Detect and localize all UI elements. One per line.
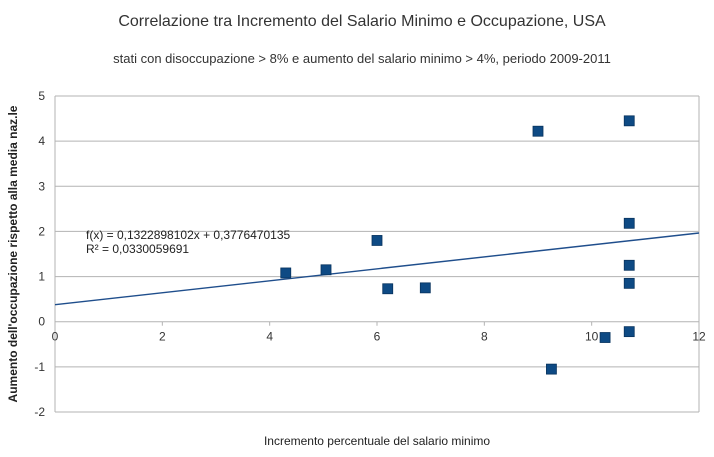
y-tick-label: 4 [38,134,45,148]
y-tick-label: 5 [38,89,45,103]
trendline-group [54,232,700,306]
data-point [546,363,557,375]
axes [54,96,700,412]
y-tick-label: 1 [38,270,45,284]
trendline-equation: f(x) = 0,1322898102x + 0,3776470135 [86,228,290,242]
y-tick-label: 3 [38,179,45,193]
x-tick-label: 4 [266,330,273,344]
data-point [623,277,635,289]
x-tick-label: 6 [374,330,381,344]
trendline-r2: R² = 0,0330059691 [86,242,189,256]
data-point [599,332,611,343]
x-axis-label: Incremento percentuale del salario minim… [264,434,490,448]
data-point [371,235,383,246]
data-point [280,267,292,279]
chart-title: Correlazione tra Incremento del Salario … [118,13,606,30]
x-tick-label: 2 [159,330,166,344]
data-point [623,326,635,338]
y-tick-label: 2 [38,224,45,238]
data-point [320,264,332,276]
y-tick-label: -1 [34,360,45,374]
y-axis-label: Aumento dell'occupazione rispetto alla m… [6,105,20,402]
chart-subtitle: stati con disoccupazione > 8% e aumento … [113,51,611,66]
x-tick-label: 12 [692,330,706,344]
data-point [419,282,431,294]
data-point [623,259,635,271]
data-point [623,217,635,229]
y-tick-label: -2 [34,405,45,419]
y-tick-label: 0 [38,315,45,329]
trendline [54,232,700,306]
data-point [382,283,394,295]
x-tick-label: 10 [585,330,599,344]
data-point [623,115,635,127]
data-point [532,125,544,137]
x-tick-label: 0 [52,330,59,344]
data-points [280,115,635,375]
x-tick-label: 8 [481,330,488,344]
